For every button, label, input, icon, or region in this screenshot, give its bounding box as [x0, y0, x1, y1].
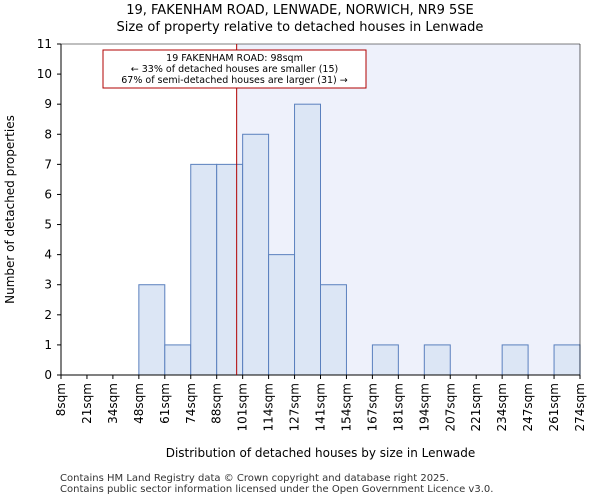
x-tick-label: 74sqm	[184, 383, 198, 424]
chart-title-subtitle: Size of property relative to detached ho…	[116, 20, 484, 35]
y-tick-label: 7	[44, 157, 52, 171]
histogram-chart: 0 1 2 3 4 5 6 7 8 9 10 11 8sqm 21sqm 34sqm 48sqm 61sqm 74…	[3, 37, 587, 460]
histogram-bar	[501, 344, 529, 376]
x-tick-label: 141sqm	[314, 383, 328, 431]
footer-licence: Contains public sector information licen…	[60, 484, 494, 495]
y-tick-label: 10	[37, 67, 52, 81]
histogram-bar	[553, 344, 581, 376]
x-tick-label: 221sqm	[469, 383, 483, 431]
y-tick-label: 8	[44, 127, 52, 141]
histogram-bar	[138, 284, 166, 376]
histogram-bar	[423, 344, 451, 376]
histogram-bar	[216, 163, 244, 376]
y-tick-label: 1	[44, 338, 52, 352]
histogram-bar	[320, 284, 347, 376]
x-tick-label: 101sqm	[236, 383, 250, 431]
x-tick-label: 181sqm	[391, 383, 405, 431]
footer-copyright: Contains HM Land Registry data © Crown c…	[60, 473, 449, 484]
x-tick-label: 21sqm	[80, 383, 94, 424]
x-tick-label: 8sqm	[54, 383, 68, 416]
x-tick-label: 48sqm	[132, 383, 146, 424]
y-tick-label: 2	[44, 308, 52, 322]
x-tick-label: 167sqm	[365, 383, 379, 431]
histogram-bar	[371, 344, 399, 376]
y-tick-label: 11	[37, 37, 52, 51]
x-tick-label: 34sqm	[106, 383, 120, 424]
x-tick-label: 154sqm	[339, 383, 353, 431]
histogram-bar	[242, 133, 270, 376]
annotation-line: ← 33% of detached houses are smaller (15…	[131, 64, 338, 75]
y-tick-label: 3	[44, 278, 52, 292]
annotation-box	[102, 49, 367, 89]
x-tick-label: 234sqm	[495, 383, 509, 431]
x-tick-label: 207sqm	[443, 383, 457, 431]
histogram-bar	[294, 103, 321, 376]
y-tick-label: 4	[44, 248, 52, 262]
y-tick-label: 5	[44, 218, 52, 232]
y-tick-label: 0	[44, 368, 52, 382]
histogram-bar	[268, 254, 296, 376]
y-axis-title: Number of detached properties	[3, 115, 17, 304]
y-tick-label: 9	[44, 97, 52, 111]
x-tick-label: 247sqm	[521, 383, 535, 431]
x-tick-label: 261sqm	[547, 383, 561, 431]
x-tick-label: 194sqm	[417, 383, 431, 431]
annotation-line: 67% of semi-detached houses are larger (…	[121, 75, 348, 86]
histogram-bar	[164, 344, 192, 376]
x-tick-label: 114sqm	[262, 383, 276, 431]
x-axis-title: Distribution of detached houses by size …	[166, 446, 476, 460]
chart-title-address: 19, FAKENHAM ROAD, LENWADE, NORWICH, NR9…	[126, 3, 474, 18]
x-tick-label: 127sqm	[288, 383, 302, 431]
y-tick-label: 6	[44, 187, 52, 201]
x-tick-label: 274sqm	[573, 383, 587, 431]
annotation-line: 19 FAKENHAM ROAD: 98sqm	[166, 53, 303, 64]
x-tick-label: 61sqm	[158, 383, 172, 424]
histogram-bar	[190, 163, 218, 376]
x-tick-label: 88sqm	[210, 383, 224, 424]
